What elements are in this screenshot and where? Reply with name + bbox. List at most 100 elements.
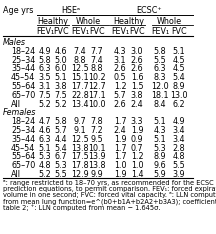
Text: 1.2: 1.2 [114,82,126,91]
Text: 7.4: 7.4 [74,47,86,56]
Text: 4.3: 4.3 [154,126,166,135]
Text: 65–70: 65–70 [11,91,35,100]
Text: 13.8: 13.8 [71,144,89,153]
Text: FVC: FVC [89,27,105,36]
Text: Females: Females [3,108,36,117]
Text: volume in one second; FVC: forced vital capacity. ᵃ: LLN computed: volume in one second; FVC: forced vital … [3,192,216,198]
Text: from mean lung function=e^(b0+b1A+b2A2+b3A3); coefficient values given in: from mean lung function=e^(b0+b1A+b2A2+b… [3,198,216,205]
Text: 1.9: 1.9 [114,135,126,144]
Text: 18–24: 18–24 [11,47,35,56]
Text: 1.0: 1.0 [114,161,126,170]
Text: 8.8: 8.8 [91,64,103,73]
Text: 4.3: 4.3 [114,47,126,56]
Text: 1.6: 1.6 [131,73,143,82]
Text: 5.3: 5.3 [39,152,51,161]
Text: 15.1: 15.1 [71,73,89,82]
Text: 5.5: 5.5 [154,56,166,65]
Text: 4.9: 4.9 [39,47,51,56]
Text: 5.0: 5.0 [55,56,67,65]
Text: 4.6: 4.6 [55,47,67,56]
Text: 6.7: 6.7 [55,152,67,161]
Text: 3.8: 3.8 [131,91,143,100]
Text: 45–54: 45–54 [11,73,35,82]
Text: 4.6: 4.6 [39,126,51,135]
Text: 6.3: 6.3 [39,64,51,73]
Text: 4.4: 4.4 [55,135,67,144]
Text: 2.4: 2.4 [114,126,126,135]
Text: 5.1: 5.1 [55,73,67,82]
Text: 1.5: 1.5 [131,82,143,91]
Text: 7.4: 7.4 [91,56,103,65]
Text: 1.2: 1.2 [131,152,143,161]
Text: Whole: Whole [157,17,182,26]
Text: 22.8: 22.8 [71,91,89,100]
Text: 4.5: 4.5 [173,64,185,73]
Text: 3.4: 3.4 [173,135,185,144]
Text: 4.8: 4.8 [173,152,185,161]
Text: 9.7: 9.7 [74,117,86,126]
Text: 4.9: 4.9 [173,117,185,126]
Text: 7.8: 7.8 [91,117,103,126]
Text: 2.6: 2.6 [131,64,143,73]
Text: 1.9: 1.9 [114,170,126,179]
Text: 2.6: 2.6 [114,64,126,73]
Text: 8.4: 8.4 [154,100,166,109]
Text: Age yrs: Age yrs [3,6,33,15]
Text: 2.8: 2.8 [173,144,185,153]
Text: 5.8: 5.8 [154,47,166,56]
Text: FEV₁: FEV₁ [151,27,169,36]
Text: 5.1: 5.1 [154,135,166,144]
Text: 3.5: 3.5 [39,73,51,82]
Text: 18.1: 18.1 [151,91,169,100]
Text: 12.0: 12.0 [151,82,169,91]
Text: 6.2: 6.2 [173,100,185,109]
Text: table 2; ⁺: LLN computed from mean − 1.645σ.: table 2; ⁺: LLN computed from mean − 1.6… [3,205,160,211]
Text: 65–70: 65–70 [11,161,35,170]
Text: 5.1: 5.1 [39,144,51,153]
Text: 35–44: 35–44 [11,135,35,144]
Text: 12.5: 12.5 [71,64,89,73]
Text: FVC: FVC [53,27,69,36]
Text: 1.9: 1.9 [131,126,143,135]
Text: 5.2: 5.2 [39,170,51,179]
Text: 0.7: 0.7 [131,144,143,153]
Text: 5.1: 5.1 [173,47,185,56]
Text: 25–34: 25–34 [11,126,35,135]
Text: FEV₁: FEV₁ [36,27,54,36]
Text: 17.8: 17.8 [71,161,89,170]
Text: 18–24: 18–24 [11,117,35,126]
Text: 4.5: 4.5 [173,56,185,65]
Text: 45–54: 45–54 [11,144,35,153]
Text: 9.9: 9.9 [91,170,103,179]
Text: Healthy: Healthy [113,17,144,26]
Text: 55–64: 55–64 [11,82,35,91]
Text: Healthy: Healthy [38,17,68,26]
Text: ᵃ: range restricted to 18–70 yrs, as recommended for the ECSC: ᵃ: range restricted to 18–70 yrs, as rec… [3,180,214,186]
Text: 1.4: 1.4 [131,170,143,179]
Text: Males: Males [3,38,26,47]
Text: 7.2: 7.2 [91,126,103,135]
Text: 3.3: 3.3 [131,117,143,126]
Text: 12.9: 12.9 [71,170,89,179]
Text: 1.7: 1.7 [114,117,126,126]
Text: 1.0: 1.0 [131,161,143,170]
Text: 5.3: 5.3 [55,161,67,170]
Text: 10.1: 10.1 [88,144,106,153]
Text: 5.1: 5.1 [154,117,166,126]
Text: 17.7: 17.7 [71,82,89,91]
Text: 1.7: 1.7 [114,144,126,153]
Text: 5.8: 5.8 [55,117,67,126]
Text: 6.3: 6.3 [39,135,51,144]
Text: FEV₁: FEV₁ [71,27,89,36]
Text: 5.3: 5.3 [154,144,166,153]
Text: 8.8: 8.8 [74,56,86,65]
Text: 4.8: 4.8 [39,161,51,170]
Text: 55–64: 55–64 [11,152,35,161]
Text: 5.5: 5.5 [55,170,67,179]
Text: 2.6: 2.6 [114,100,126,109]
Text: 17.1: 17.1 [88,91,106,100]
Text: 3.1: 3.1 [39,82,51,91]
Text: 8.9: 8.9 [154,152,166,161]
Text: FVC: FVC [171,27,187,36]
Text: 35–44: 35–44 [11,64,35,73]
